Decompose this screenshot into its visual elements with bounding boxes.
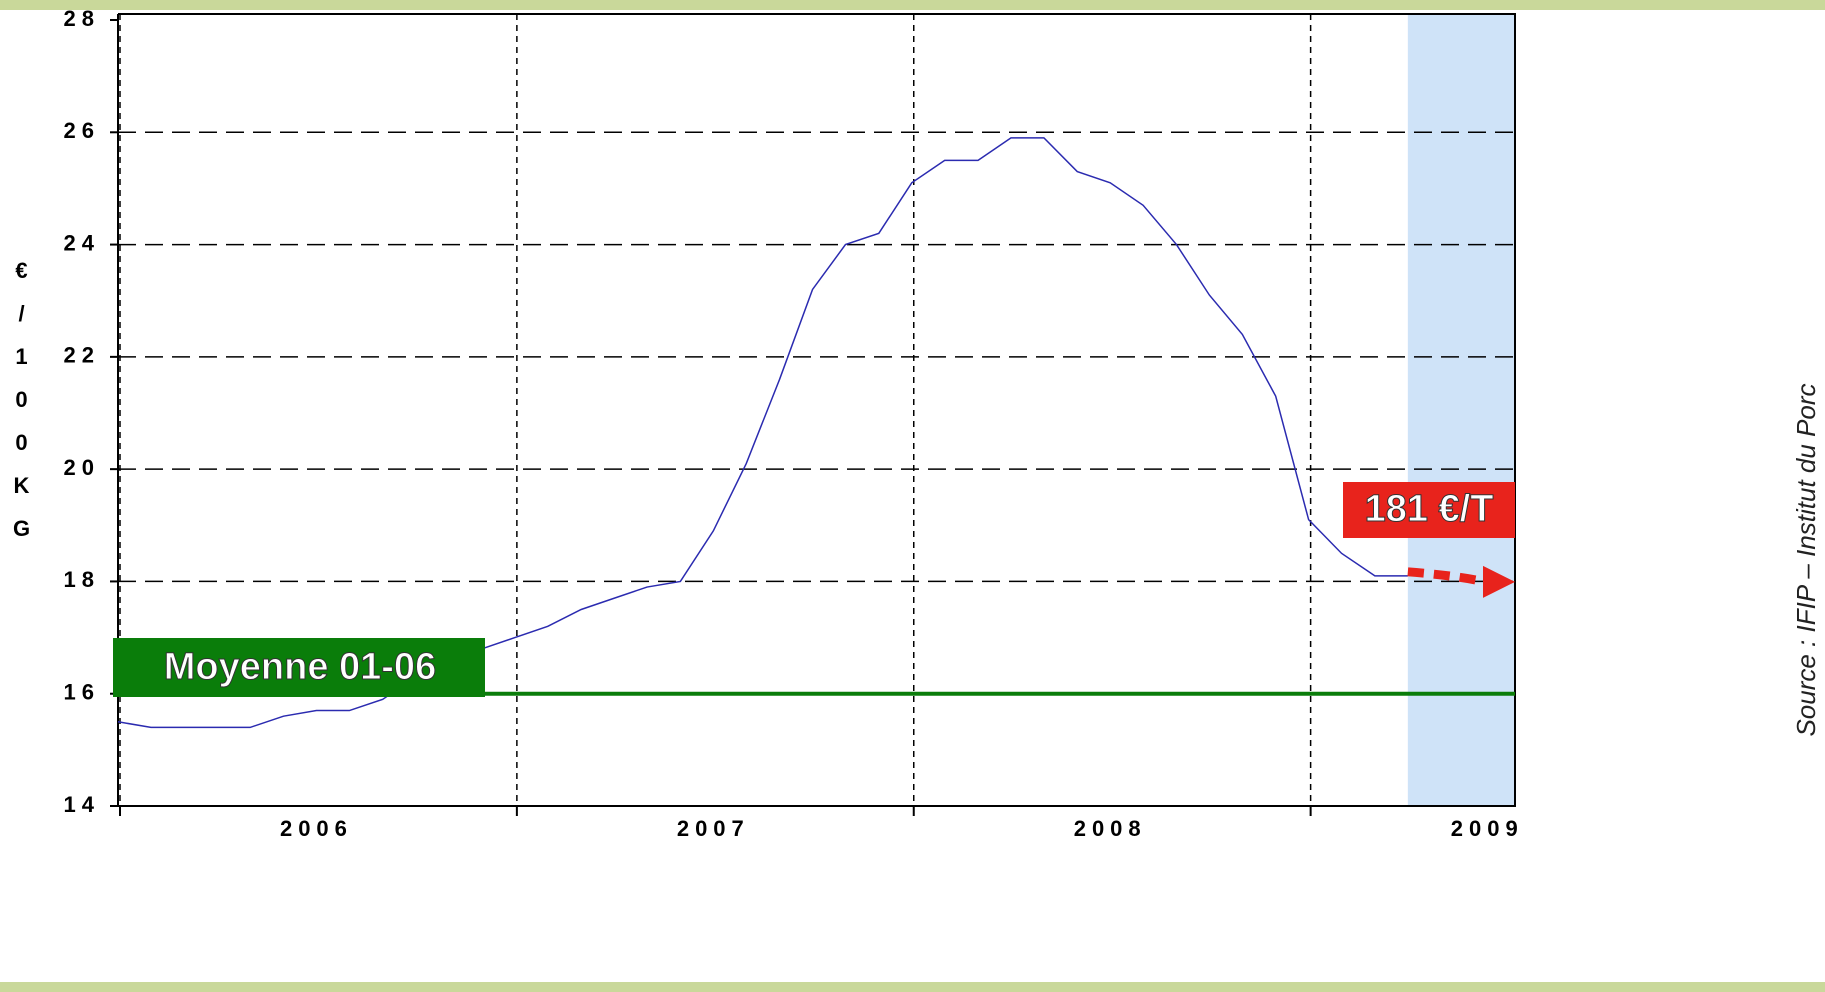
source: Source : IFIP – Institut du Porc: [1791, 383, 1821, 736]
y-tick-label: 24: [64, 230, 100, 255]
reference-label-box: [113, 638, 485, 697]
annotation-arrowhead: [1483, 565, 1515, 598]
line-series: [117, 137, 1408, 729]
x-tick-label: 2008: [1074, 816, 1147, 841]
bottom-strip: [0, 982, 1825, 992]
x-tick-label: 2007: [677, 816, 750, 841]
y-tick-label: 18: [64, 567, 100, 592]
annotation-label: 181 €/T: [1365, 488, 1494, 530]
y-tick-label: 22: [64, 343, 100, 368]
y-tick-label: 26: [64, 118, 100, 143]
top-strip: [0, 0, 1825, 10]
y-tick-label: 14: [64, 792, 100, 817]
annotation-arrow: [1407, 567, 1486, 587]
x-tick-label: 2006: [280, 816, 353, 841]
annotation-box: [1343, 482, 1515, 538]
reference-label: Moyenne 01-06: [164, 646, 436, 688]
y-axis-label: €/100KG: [9, 258, 34, 559]
y-tick-label: 28: [64, 6, 100, 31]
y-tick-label: 20: [64, 455, 100, 480]
x-tick-label: 2009: [1451, 816, 1524, 841]
forecast-band: [1407, 14, 1515, 806]
y-tick-label: 16: [64, 680, 100, 705]
axes-frame: [117, 13, 1516, 807]
